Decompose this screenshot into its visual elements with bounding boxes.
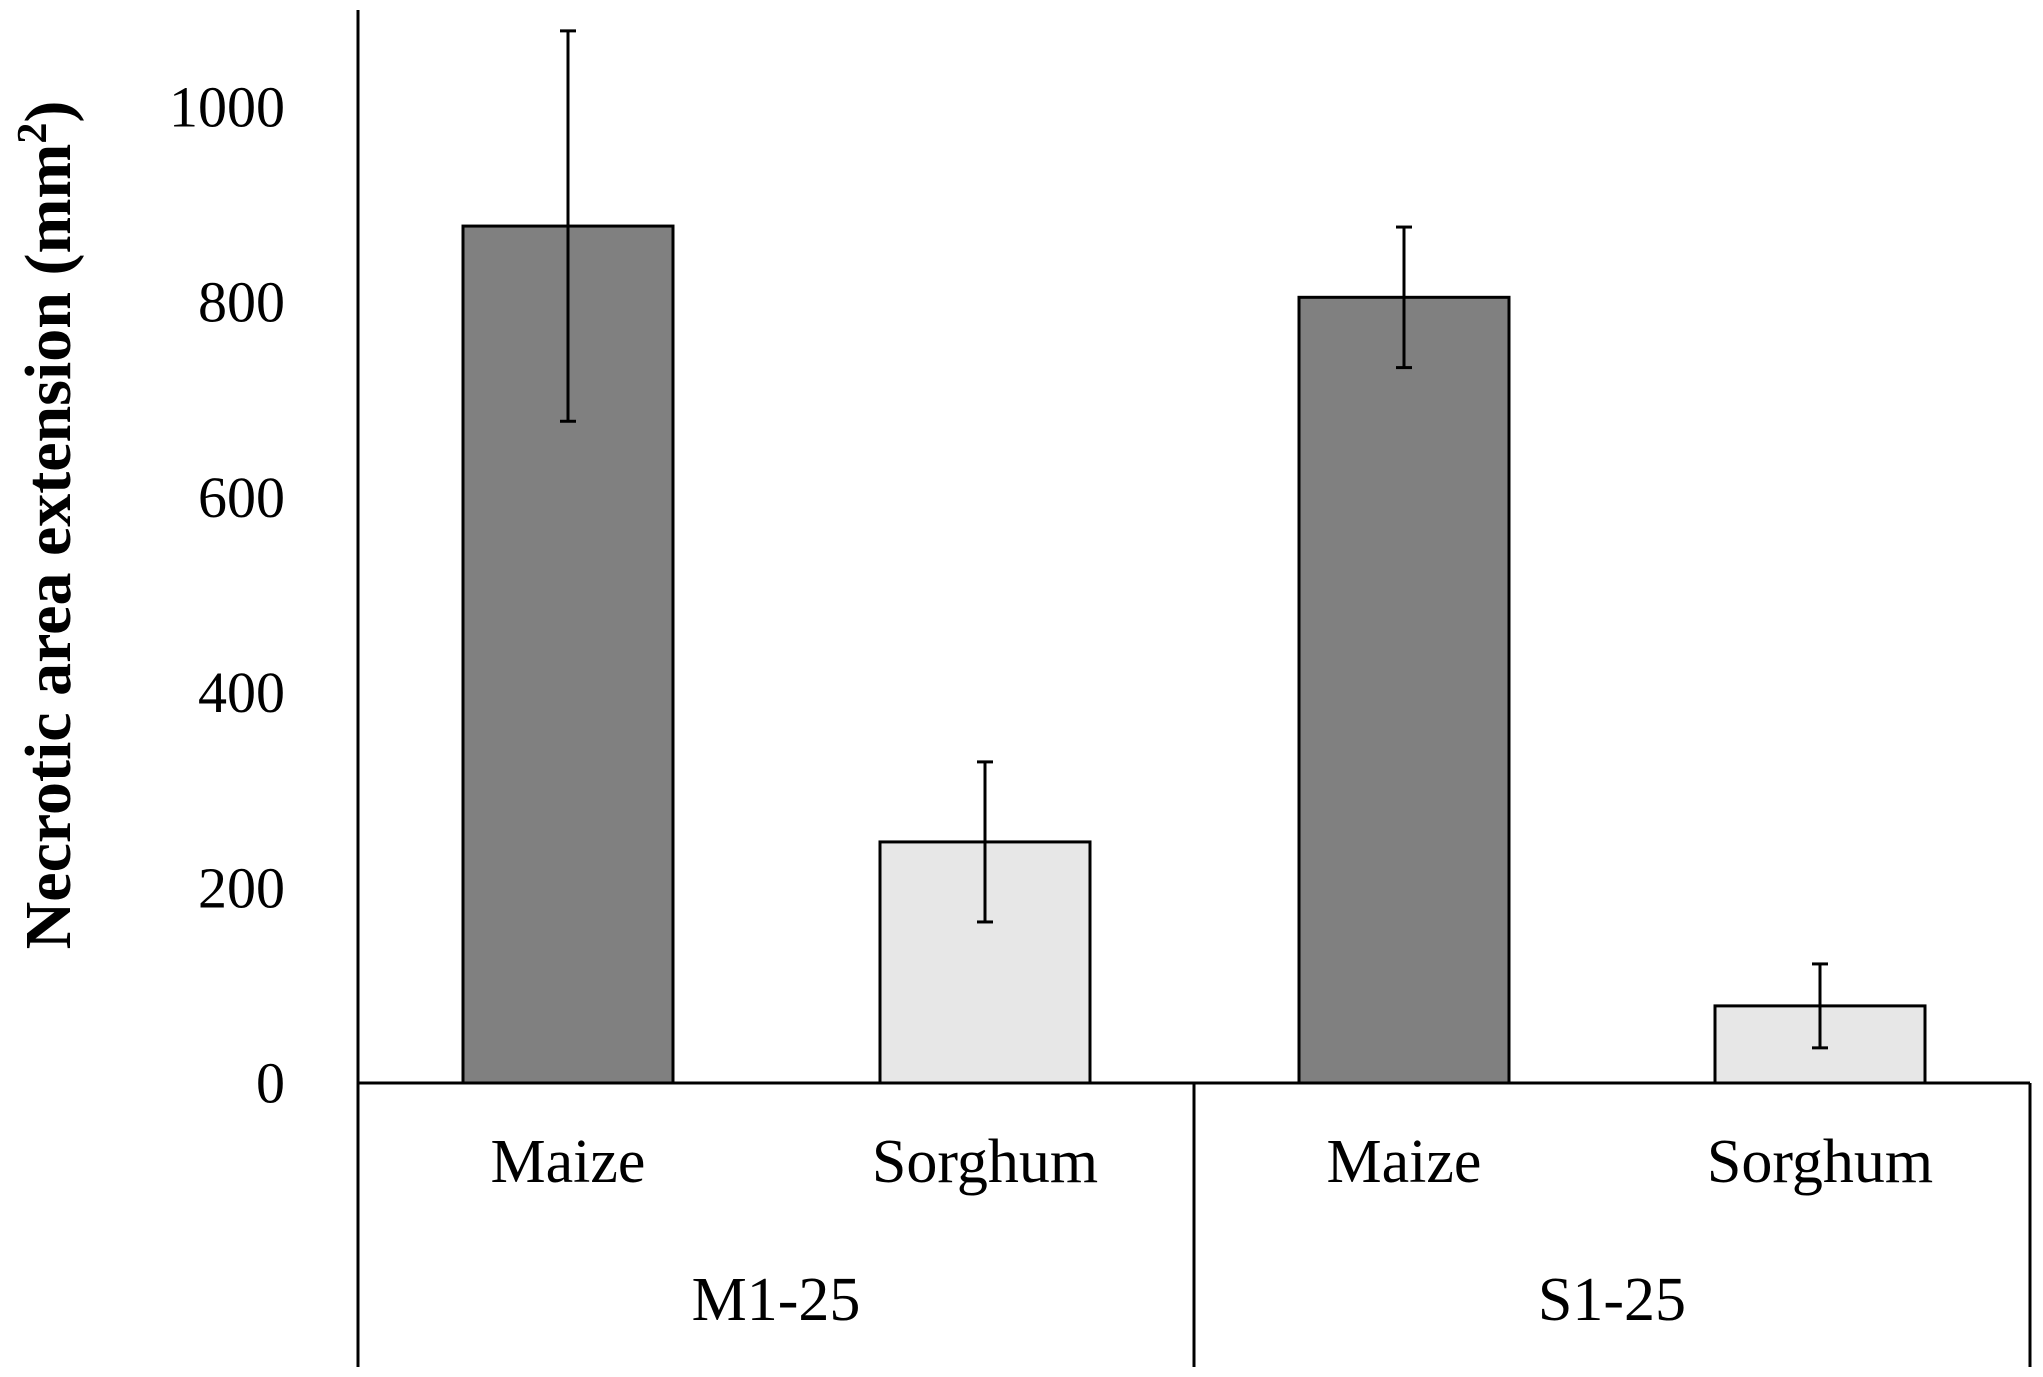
- bar-series: [461, 29, 1927, 1085]
- group-labels: M1-25 S1-25: [692, 1266, 1686, 1334]
- y-axis-title-main: Necrotic area extension (mm: [12, 144, 85, 950]
- y-tick-label: 600: [198, 465, 285, 530]
- y-axis-title: Necrotic area extension (mm2): [10, 101, 85, 950]
- y-axis-title-text: Necrotic area extension (mm2): [10, 101, 85, 950]
- category-label: Sorghum: [872, 1128, 1098, 1196]
- category-label: Maize: [1327, 1128, 1482, 1196]
- bar: [1297, 295, 1511, 1085]
- category-label: Maize: [491, 1128, 646, 1196]
- category-labels: Maize Sorghum Maize Sorghum: [491, 1128, 1934, 1196]
- y-axis-title-close: ): [12, 101, 85, 123]
- y-tick-label: 800: [198, 270, 285, 335]
- category-label: Sorghum: [1707, 1128, 1933, 1196]
- group-label: S1-25: [1538, 1266, 1686, 1334]
- y-tick-label: 200: [198, 855, 285, 920]
- y-tick-label: 0: [256, 1051, 285, 1116]
- y-tick-label: 1000: [169, 75, 285, 140]
- y-axis-title-superscript: 2: [10, 123, 56, 144]
- y-axis-ticks: 0 200 400 600 800 1000: [169, 75, 285, 1116]
- group-label: M1-25: [692, 1266, 861, 1334]
- y-tick-label: 400: [198, 660, 285, 725]
